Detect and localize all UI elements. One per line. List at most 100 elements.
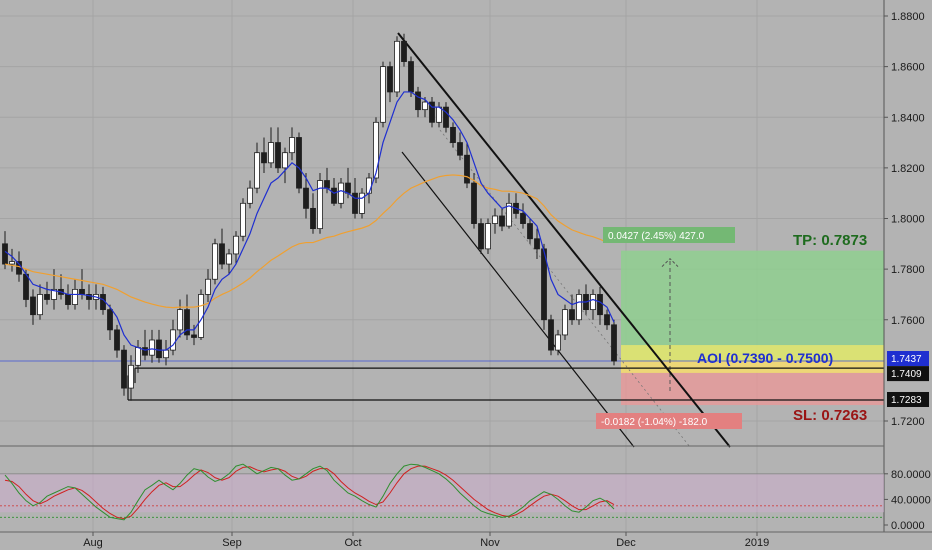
- candle-body: [457, 142, 463, 156]
- candle-75: [527, 218, 533, 244]
- candle-body: [121, 349, 127, 389]
- candle-body: [9, 261, 15, 265]
- candle-body: [478, 223, 484, 250]
- candle-body: [149, 339, 155, 356]
- drawn-lines: [127, 32, 884, 448]
- candle-body: [436, 106, 442, 123]
- candle-body: [401, 40, 407, 62]
- candle-body: [247, 187, 253, 204]
- candle-64: [450, 122, 456, 148]
- price-tick-label-5: 1.7800: [891, 264, 925, 276]
- candle-body: [597, 294, 603, 316]
- candle-body: [611, 324, 617, 362]
- candle-33: [233, 231, 239, 265]
- price-tick-label-1: 1.8600: [891, 62, 925, 74]
- price-axis[interactable]: 1.8800 1.8600 1.8400 1.8200 1.8000 1.7800 1.76…: [884, 11, 925, 428]
- candle-43: [303, 172, 309, 219]
- candle-5: [37, 284, 43, 320]
- candle-16: [114, 324, 120, 358]
- candle-39: [275, 127, 281, 173]
- candle-61: [429, 97, 435, 128]
- candle-48: [338, 178, 344, 209]
- candle-6: [44, 281, 50, 305]
- candle-body: [114, 329, 120, 351]
- candle-body: [268, 142, 274, 164]
- candle-body: [604, 314, 610, 326]
- candle-body: [79, 288, 85, 295]
- candle-body: [555, 334, 561, 351]
- candle-body: [506, 202, 512, 227]
- candle-body: [142, 347, 148, 356]
- tp-label: TP: 0.7873: [793, 232, 867, 249]
- candle-31: [219, 228, 225, 270]
- candle-body: [590, 294, 596, 311]
- candles: [2, 33, 617, 401]
- candle-87: [611, 319, 617, 366]
- candle-body: [163, 349, 169, 359]
- candle-body: [261, 152, 267, 164]
- candle-42: [296, 132, 302, 194]
- time-axis[interactable]: Aug Sep Oct Nov Dec 2019: [83, 532, 769, 549]
- lower-trendline: [401, 151, 635, 448]
- candle-body: [317, 180, 323, 230]
- candle-body: [37, 294, 43, 316]
- price-tag-bg-0: [887, 351, 929, 367]
- candle-body: [191, 334, 197, 338]
- candle-body: [569, 309, 575, 321]
- candle-15: [107, 304, 113, 340]
- candle-58: [408, 56, 414, 97]
- candle-body: [359, 192, 365, 214]
- time-tick-label-4: Dec: [616, 537, 636, 549]
- candle-36: [254, 142, 260, 194]
- candle-body: [296, 137, 302, 189]
- candle-77: [541, 243, 547, 330]
- candle-body: [324, 180, 330, 189]
- candle-76: [534, 228, 540, 259]
- candle-body: [177, 309, 183, 331]
- candle-body: [366, 177, 372, 194]
- candle-body: [205, 278, 211, 295]
- candle-body: [394, 40, 400, 93]
- candle-body: [429, 101, 435, 123]
- candle-body: [541, 248, 547, 321]
- stoch-tick-label-0: 80.0000: [891, 469, 931, 481]
- candle-65: [457, 132, 463, 161]
- candle-71: [499, 208, 505, 232]
- candle-body: [562, 309, 568, 336]
- candle-body: [240, 202, 246, 237]
- upper-trendline: [397, 32, 731, 448]
- candle-body: [184, 309, 190, 336]
- price-tag-0: 1.7437: [891, 354, 922, 365]
- candle-57: [401, 33, 407, 67]
- stop-label: -0.0182 (-1.04%) -182.0: [601, 417, 708, 428]
- candle-body: [548, 319, 554, 351]
- candle-70: [492, 208, 498, 234]
- candle-body: [345, 182, 351, 194]
- candle-body: [415, 91, 421, 111]
- candle-45: [317, 172, 323, 234]
- aoi-label: AOI (0.7390 - 0.7500): [697, 350, 833, 366]
- candle-17: [121, 345, 127, 396]
- candle-body: [443, 106, 449, 128]
- candle-51: [359, 188, 365, 219]
- grid-lines: [0, 0, 884, 532]
- candle-body: [408, 61, 414, 93]
- time-tick-label-1: Sep: [222, 537, 242, 549]
- candle-22: [156, 329, 162, 363]
- candle-body: [128, 364, 134, 389]
- candle-59: [415, 86, 421, 118]
- candle-41: [289, 127, 295, 161]
- candle-body: [380, 66, 386, 123]
- candle-21: [149, 329, 155, 363]
- candle-37: [261, 137, 267, 173]
- time-tick-label-2: Oct: [344, 537, 361, 549]
- time-tick-label-3: Nov: [480, 537, 500, 549]
- candle-body: [352, 192, 358, 214]
- moving-averages: [4, 91, 615, 351]
- price-tick-label-7: 1.7200: [891, 416, 925, 428]
- price-tags: 1.7437 1.7409 1.7283: [887, 351, 929, 407]
- candle-body: [303, 187, 309, 209]
- candle-body: [464, 154, 470, 184]
- candle-4: [30, 289, 36, 325]
